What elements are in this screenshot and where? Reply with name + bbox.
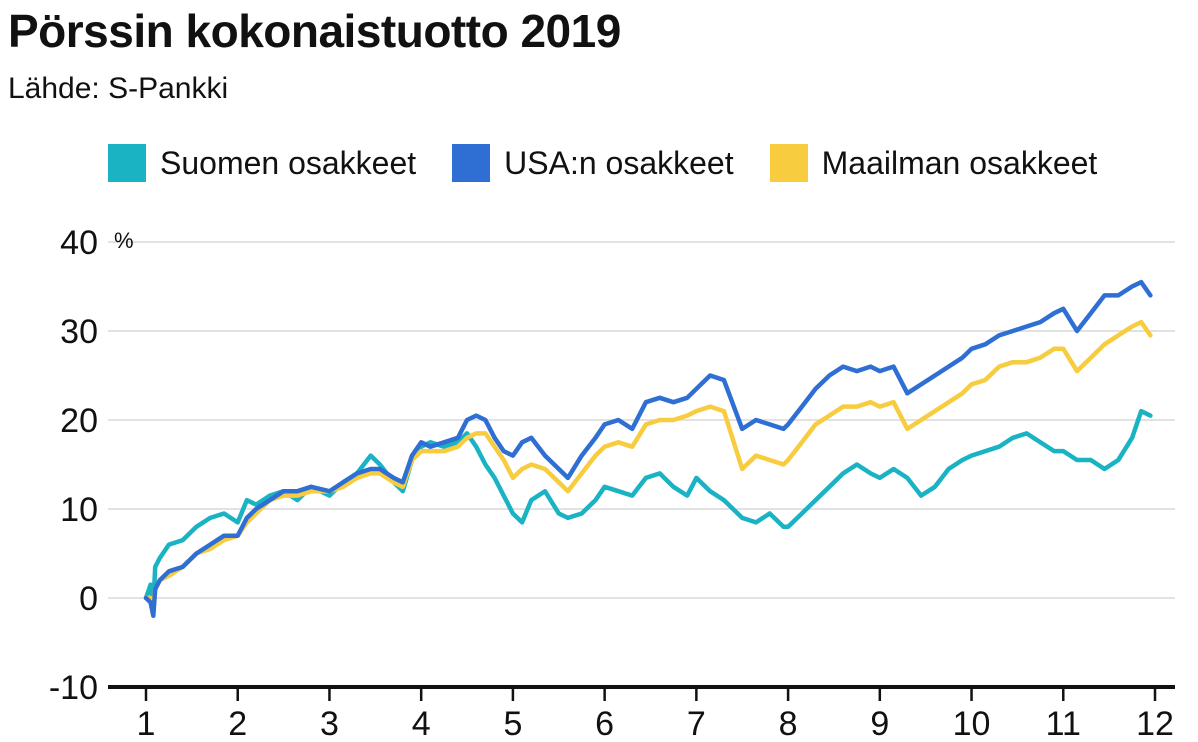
y-tick-label: 10 [60, 491, 98, 529]
legend-item-suomen: Suomen osakkeet [108, 144, 416, 182]
x-tick-label: 10 [953, 705, 991, 742]
legend-swatch-maailman [769, 144, 808, 182]
legend-label-maailman: Maailman osakkeet [821, 144, 1098, 181]
series-line-maailman [143, 319, 1153, 610]
legend-swatch-usa [452, 144, 491, 182]
x-tick-label: 1 [137, 705, 156, 742]
y-tick-label: 40 [60, 224, 98, 262]
x-tick-label: 12 [1136, 705, 1174, 742]
y-tick-label: 0 [79, 580, 98, 618]
y-tick-label: 20 [60, 402, 98, 440]
legend-label-suomen: Suomen osakkeet [160, 144, 417, 181]
series-lines [143, 279, 1153, 619]
series-line-usa [143, 279, 1153, 619]
gridlines [108, 241, 1175, 599]
legend-item-usa: USA:n osakkeet [452, 144, 734, 182]
x-tick-label: 11 [1046, 705, 1081, 742]
x-tick-label: 7 [687, 705, 706, 742]
chart-source: Lähde: S-Pankki [8, 72, 229, 105]
x-tick-label: 6 [595, 705, 614, 742]
chart-title: Pörssin kokonaistuotto 2019 [8, 5, 621, 57]
legend-item-maailman: Maailman osakkeet [769, 144, 1098, 182]
x-tick-label: 5 [503, 705, 522, 742]
x-tick-label: 8 [779, 705, 798, 742]
x-tick-label: 2 [228, 705, 247, 742]
y-tick-label: -10 [49, 669, 98, 707]
chart-legend: Suomen osakkeet USA:n osakkeet Maailman … [108, 140, 1097, 186]
y-unit-label: % [114, 228, 134, 253]
x-tick-label: 3 [320, 705, 339, 742]
y-tick-label: 30 [60, 313, 98, 351]
x-tick-label: 9 [870, 705, 889, 742]
legend-label-usa: USA:n osakkeet [504, 144, 734, 181]
legend-swatch-suomen [108, 144, 146, 182]
x-tick-label: 4 [412, 705, 431, 742]
